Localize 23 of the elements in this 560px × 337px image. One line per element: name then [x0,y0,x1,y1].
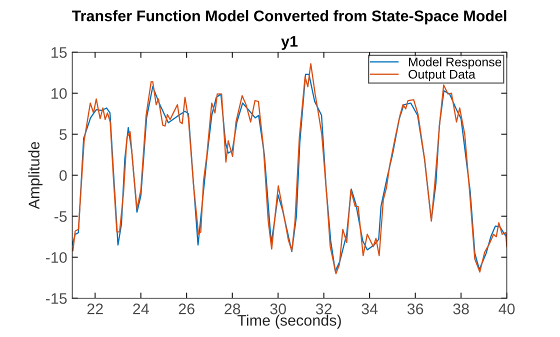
y-axis-title: Amplitude [28,142,43,210]
x-tick-label: 32 [316,304,332,314]
y-tick-label: -15 [46,293,67,304]
x-tick-label: 40 [498,304,515,314]
x-axis-title: Time (seconds) [238,314,341,329]
x-tick-label: 24 [133,304,149,314]
x-tick-label: 36 [407,304,424,314]
y-tick-label: -10 [46,252,67,263]
x-tick-label: 26 [178,304,194,314]
y-tick-label: 5 [59,129,67,140]
legend-label: Model Response [409,57,502,69]
x-tick-label: 38 [453,304,469,314]
chart-subtitle: y1 [281,36,298,50]
x-tick-label: 30 [270,304,286,314]
x-tick-label: 28 [224,304,240,314]
x-tick-label: 34 [362,304,378,314]
y-tick-label: -5 [54,211,67,222]
y-tick-label: 15 [52,47,67,58]
y-tick-label: 10 [52,88,67,99]
x-tick-label: 22 [87,304,103,314]
legend-label: Output Data [408,70,476,82]
y-tick-label: 0 [59,170,67,181]
chart-title: Transfer Function Model Converted from State-Space Model [72,10,506,24]
